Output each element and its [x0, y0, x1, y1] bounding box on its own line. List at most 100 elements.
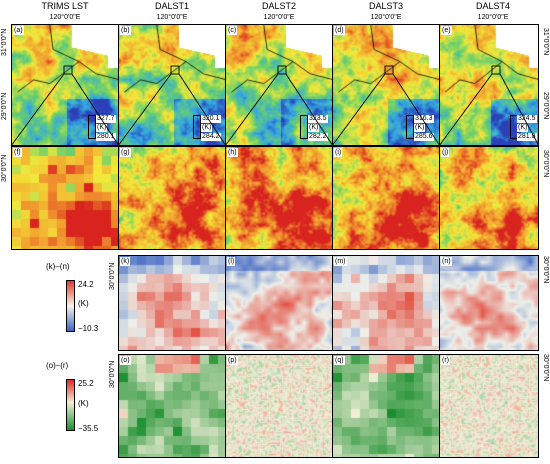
- diff-panel-p: (p): [225, 354, 333, 458]
- panel-label: (h): [227, 148, 238, 157]
- legend-unit: (K): [78, 399, 89, 408]
- colorbar-unit: (K): [201, 124, 213, 132]
- zoom-line: [331, 73, 386, 147]
- panel-label: (n): [441, 257, 452, 266]
- panel-label: (i): [334, 148, 343, 157]
- colorbar-min: 282.2: [308, 133, 328, 141]
- colorbar-min: 281.8: [517, 133, 537, 141]
- panel-label: (e): [441, 26, 452, 35]
- zoom-line: [71, 73, 120, 147]
- zoom-line: [224, 73, 279, 147]
- difference-raster: [119, 355, 225, 457]
- zoom-line: [499, 73, 540, 147]
- panel-label: (a): [13, 26, 24, 35]
- zoom-panel-j: (j): [439, 146, 539, 250]
- diff-colorbar: [66, 280, 75, 332]
- column-title-dalst4: DALST4: [475, 1, 510, 11]
- legend-or: (o)–(r) 25.2 (K) −35.5: [44, 361, 104, 441]
- zoom-box: [63, 65, 73, 75]
- longitude-label: 120°0'0"E: [156, 14, 188, 21]
- zoom-panel-f: (f): [11, 146, 119, 250]
- legend-max: 24.2: [78, 280, 94, 289]
- zoom-box: [491, 65, 501, 75]
- colorbar-max: 327.7: [96, 115, 116, 123]
- difference-raster: [440, 256, 538, 350]
- lst-raster: [12, 147, 118, 249]
- difference-raster: [226, 355, 332, 457]
- panel-label: (k): [120, 257, 131, 266]
- zoom-line: [438, 73, 493, 147]
- zoom-line: [285, 73, 334, 147]
- longitude-label: 120°0'0"E: [263, 14, 295, 21]
- zoom-box: [170, 65, 180, 75]
- difference-raster: [440, 355, 538, 457]
- panel-label: (b): [120, 26, 131, 35]
- longitude-label: 120°0'0"E: [49, 14, 81, 21]
- panel-label: (c): [227, 26, 238, 35]
- colorbar: [300, 115, 308, 139]
- zoom-line: [10, 73, 65, 147]
- panel-label: (p): [227, 356, 238, 365]
- panel-label: (j): [441, 148, 450, 157]
- colorbar-min: 285.6: [414, 133, 434, 141]
- difference-raster: [119, 256, 225, 350]
- colorbar-max: 316.3: [414, 115, 434, 123]
- difference-raster: [226, 256, 332, 350]
- longitude-label: 120°0'0"E: [477, 14, 509, 21]
- diff-colorbar: [66, 379, 75, 431]
- legend-title: (k)–(n): [46, 262, 70, 271]
- diff-panel-k: (k): [118, 255, 226, 351]
- diff-panel-l: (l): [225, 255, 333, 351]
- diff-panel-r: (r): [439, 354, 539, 458]
- legend-unit: (K): [78, 299, 89, 308]
- column-title-trims: TRIMS LST: [41, 1, 89, 11]
- legend-min: −10.3: [78, 324, 99, 333]
- lst-raster: [119, 147, 225, 249]
- zoom-panel-h: (h): [225, 146, 333, 250]
- zoom-panel-i: (i): [332, 146, 440, 250]
- colorbar-max: 323.5: [308, 115, 328, 123]
- column-title-dalst2: DALST2: [261, 1, 296, 11]
- colorbar-unit: (K): [308, 124, 320, 132]
- diff-panel-m: (m): [332, 255, 440, 351]
- panel-label: (f): [13, 148, 22, 157]
- lst-raster: [226, 147, 332, 249]
- colorbar: [406, 115, 414, 139]
- column-title-dalst1: DALST1: [154, 1, 189, 11]
- zoom-line: [117, 73, 172, 147]
- colorbar-min: 280.1: [96, 133, 116, 141]
- colorbar-min: 284.2: [201, 133, 221, 141]
- panel-label: (g): [120, 148, 131, 157]
- panel-label: (m): [334, 257, 347, 266]
- colorbar-unit: (K): [96, 124, 108, 132]
- panel-label: (l): [227, 257, 236, 266]
- colorbar-unit: (K): [414, 124, 426, 132]
- difference-raster: [333, 256, 439, 350]
- panel-label: (q): [334, 356, 345, 365]
- legend-kn: (k)–(n) 24.2 (K) −10.3: [44, 262, 104, 342]
- colorbar-max: 320.1: [201, 115, 221, 123]
- zoom-line: [392, 73, 441, 147]
- colorbar: [193, 115, 201, 139]
- legend-min: −35.5: [78, 424, 99, 433]
- colorbar: [88, 115, 96, 139]
- panel-label: (o): [120, 356, 131, 365]
- diff-panel-q: (q): [332, 354, 440, 458]
- zoom-box: [384, 65, 394, 75]
- colorbar-unit: (K): [517, 124, 529, 132]
- zoom-line: [178, 73, 227, 147]
- longitude-label: 120°0'0"E: [370, 14, 402, 21]
- zoom-box: [277, 65, 287, 75]
- panel-label: (r): [441, 356, 450, 365]
- colorbar-max: 324.5: [517, 115, 537, 123]
- legend-max: 25.2: [78, 379, 94, 388]
- difference-raster: [333, 355, 439, 457]
- map-panel-a: (a): [11, 24, 119, 146]
- zoom-panel-g: (g): [118, 146, 226, 250]
- diff-panel-o: (o): [118, 354, 226, 458]
- lst-raster: [440, 147, 538, 249]
- legend-title: (o)–(r): [46, 361, 69, 370]
- diff-panel-n: (n): [439, 255, 539, 351]
- lst-raster: [333, 147, 439, 249]
